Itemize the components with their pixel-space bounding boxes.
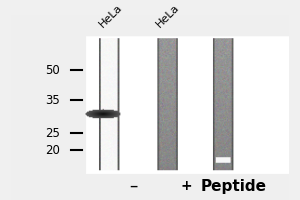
Text: 35: 35 bbox=[45, 94, 60, 107]
Text: +: + bbox=[180, 179, 192, 193]
Text: 50: 50 bbox=[45, 64, 60, 77]
Text: –: – bbox=[129, 177, 137, 195]
Text: HeLa: HeLa bbox=[98, 2, 125, 30]
Text: 25: 25 bbox=[45, 127, 60, 140]
Text: HeLa: HeLa bbox=[154, 2, 182, 30]
Text: Peptide: Peptide bbox=[200, 179, 266, 194]
Text: 20: 20 bbox=[45, 144, 60, 157]
